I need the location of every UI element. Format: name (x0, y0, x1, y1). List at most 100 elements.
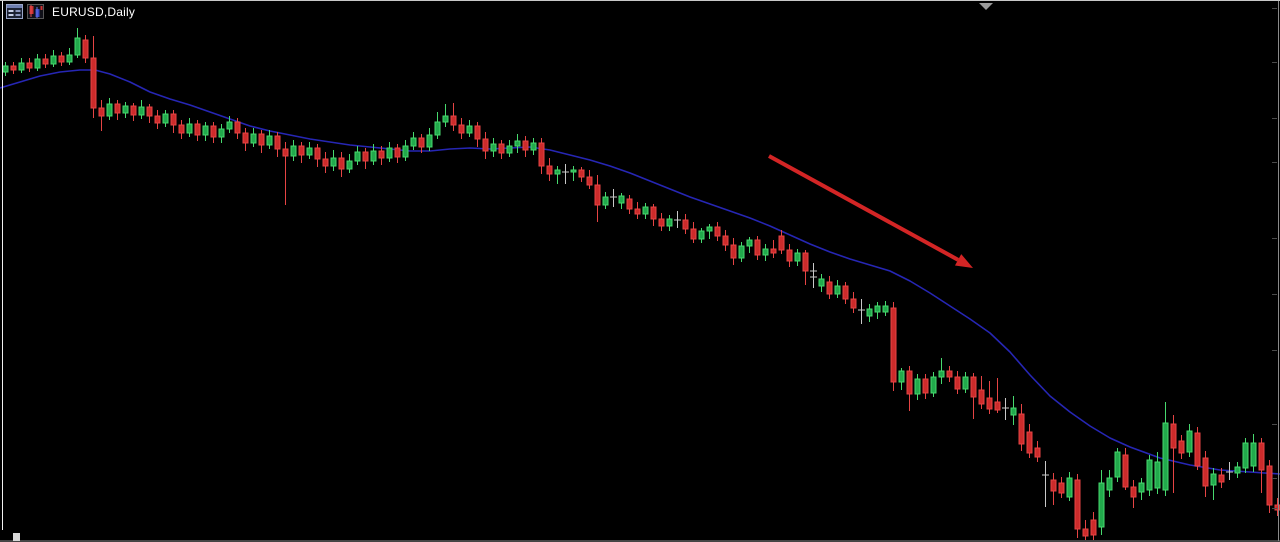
candle (1010, 396, 1017, 425)
candle (658, 213, 665, 231)
candle (322, 152, 329, 173)
candle (898, 368, 905, 390)
candle (306, 142, 313, 159)
candle (522, 136, 529, 157)
candle (410, 132, 417, 150)
candle (242, 128, 249, 151)
candle (1186, 424, 1193, 457)
candle (250, 128, 257, 147)
candle (386, 142, 393, 162)
candle (666, 215, 673, 231)
candle (58, 52, 65, 66)
candle (210, 122, 217, 143)
price-scale-ticks (1272, 8, 1277, 509)
candle (1154, 452, 1161, 494)
candle (274, 132, 281, 157)
candle (186, 118, 193, 137)
candle (770, 240, 777, 258)
candle (18, 58, 25, 73)
candle (474, 122, 481, 147)
candle (746, 237, 753, 253)
candle (818, 274, 825, 292)
candle (850, 292, 857, 313)
candle (1162, 402, 1169, 496)
candle (1090, 512, 1097, 540)
trend-arrow[interactable] (768, 154, 973, 268)
candle (50, 50, 57, 67)
candle (1106, 470, 1113, 497)
candlestick-chart-icon[interactable] (27, 4, 44, 19)
candle (538, 138, 545, 174)
candle (682, 214, 689, 234)
candle (266, 130, 273, 149)
candle (466, 120, 473, 137)
chart-window-icon[interactable] (6, 4, 23, 19)
candle (874, 302, 881, 319)
candle (1114, 448, 1121, 482)
candle (578, 167, 585, 182)
candle (594, 175, 601, 222)
candle (546, 158, 553, 181)
candle (178, 120, 185, 139)
candle (482, 132, 489, 159)
candle (1122, 448, 1129, 490)
candle (794, 249, 801, 266)
candle (146, 104, 153, 123)
candle (698, 228, 705, 243)
candle (954, 371, 961, 394)
candle (226, 116, 233, 133)
candle (162, 110, 169, 127)
candle (1234, 462, 1241, 478)
candle (602, 192, 609, 209)
candle (754, 236, 761, 260)
chart-symbol-period-label: EURUSD,Daily (52, 4, 136, 19)
candle (194, 120, 201, 141)
candle (986, 381, 993, 414)
candle (1098, 470, 1105, 535)
candle (1042, 461, 1049, 507)
candle (490, 138, 497, 157)
candle (370, 144, 377, 165)
scrollbar-thumb-fragment[interactable] (13, 533, 20, 541)
candle (650, 204, 657, 226)
candle (506, 140, 513, 157)
candle (42, 54, 49, 68)
candle (426, 128, 433, 151)
candle (338, 152, 345, 177)
candle (722, 230, 729, 251)
candle (394, 144, 401, 163)
candle (938, 358, 945, 384)
candle (970, 373, 977, 419)
candle (562, 164, 569, 184)
candle (1146, 455, 1153, 496)
candle (866, 304, 873, 322)
candle (1202, 451, 1209, 497)
candle (458, 118, 465, 139)
candle (1026, 424, 1033, 458)
candle (26, 58, 33, 72)
candle (498, 140, 505, 159)
candle (1218, 468, 1225, 488)
candle (1130, 480, 1137, 508)
candle (1002, 398, 1009, 420)
candle (994, 378, 1001, 413)
candle (362, 148, 369, 169)
candle (570, 166, 577, 181)
candle (114, 100, 121, 120)
candle (786, 244, 793, 267)
candles-layer (2, 28, 1280, 540)
candle (922, 374, 929, 399)
candle (834, 280, 841, 298)
candle (1250, 434, 1257, 472)
candle (634, 202, 641, 219)
candle (554, 166, 561, 184)
candle (314, 144, 321, 167)
candle (346, 154, 353, 173)
candle (890, 302, 897, 391)
candle (402, 140, 409, 161)
candle (138, 100, 145, 119)
candle (962, 372, 969, 393)
